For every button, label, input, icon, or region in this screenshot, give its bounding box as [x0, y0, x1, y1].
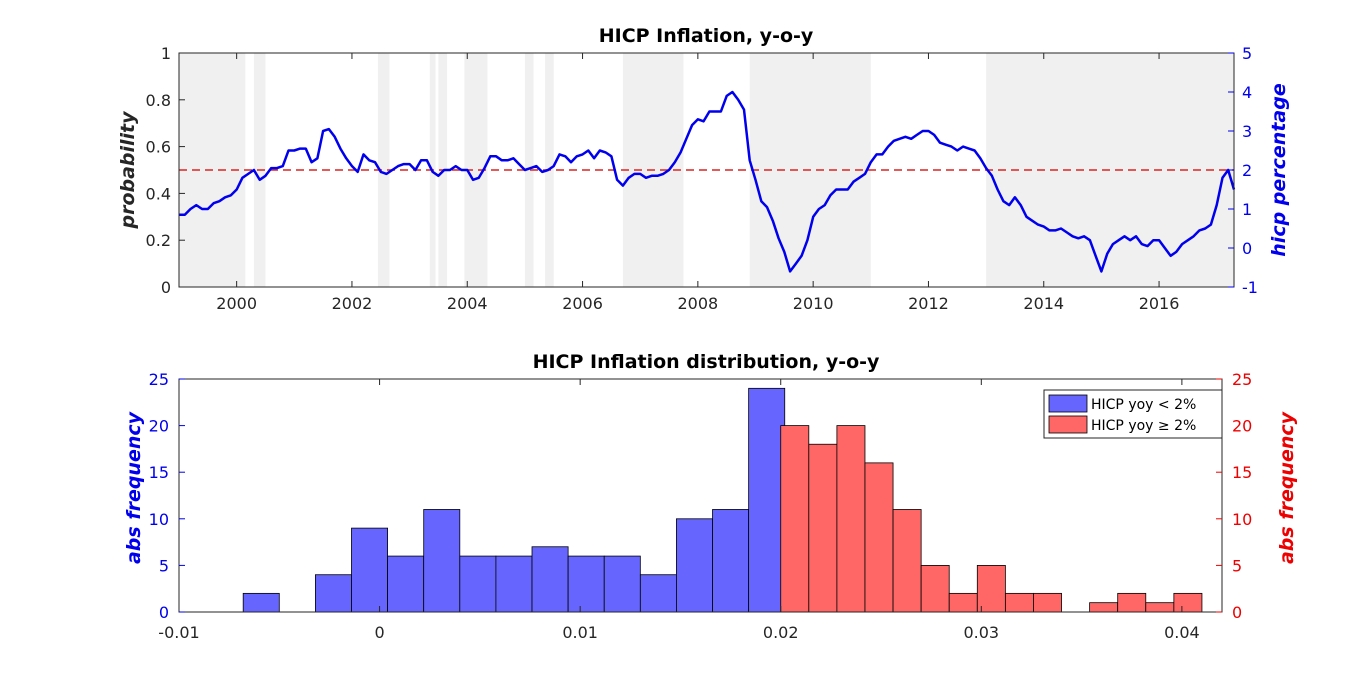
shaded-region	[464, 53, 488, 287]
bottom-axes-box	[178, 378, 1223, 613]
bar-below-2pct	[387, 555, 425, 613]
legend: HICP yoy < 2% HICP yoy ≥ 2%	[1043, 389, 1223, 439]
x-tick-label: 2000	[216, 294, 257, 313]
y-tick-label-right: 5	[1232, 556, 1242, 575]
y-tick-label-left: 0	[161, 278, 171, 297]
shaded-region	[377, 53, 390, 287]
x-tick-label: 0	[374, 623, 384, 642]
x-tick-label: 2012	[908, 294, 949, 313]
top-y-ticks-left: 0 0.2 0.4 0.6 0.8 1	[146, 44, 185, 297]
bar-below-2pct	[603, 555, 641, 613]
y-tick-label-right: 0	[1232, 603, 1242, 622]
bar-below-2pct	[676, 518, 713, 613]
y-tick-label-right: 4	[1242, 83, 1252, 102]
y-tick-label-left: 1	[161, 44, 171, 63]
y-tick-label-left: 20	[149, 417, 169, 436]
top-chart: 2000 2002 2004 2006 2008 2010 2012 2014 2016 00.…	[117, 25, 1290, 313]
top-chart-title: HICP Inflation, y-o-y	[599, 25, 814, 47]
bar-above-2pct	[920, 565, 950, 613]
y-tick-label-left: 10	[149, 510, 169, 529]
bottom-y-label-left: abs frequency	[123, 410, 145, 564]
bar-below-2pct	[748, 387, 786, 613]
y-tick-label-right: 1	[1242, 200, 1252, 219]
y-tick-label-right: 3	[1242, 122, 1252, 141]
y-tick-label-right: 25	[1232, 370, 1252, 389]
histogram-bars	[242, 387, 1203, 613]
y-tick-label-left: 15	[149, 463, 169, 482]
x-tick-label: 0.01	[562, 623, 598, 642]
bar-below-2pct	[423, 509, 461, 613]
bar-above-2pct	[780, 425, 810, 613]
y-tick-label-right: 5	[1242, 44, 1252, 63]
bar-above-2pct	[1145, 602, 1175, 613]
y-tick-label-right: 10	[1232, 510, 1252, 529]
shaded-region	[524, 53, 534, 287]
y-tick-label-left: 0	[159, 603, 169, 622]
y-tick-label-right: 2	[1242, 161, 1252, 180]
x-tick-label: 0.04	[1164, 623, 1200, 642]
bar-above-2pct	[948, 592, 978, 613]
top-x-ticks: 2000 2002 2004 2006 2008 2010 2012 2014 2016	[216, 53, 1179, 313]
y-tick-label-left: 0.6	[146, 138, 171, 157]
y-tick-label-left: 0.2	[146, 231, 171, 250]
bottom-y-label-right: abs frequency	[1276, 410, 1298, 564]
legend-label-below: HICP yoy < 2%	[1091, 397, 1196, 413]
x-tick-label: 2010	[793, 294, 834, 313]
bar-above-2pct	[976, 565, 1006, 613]
top-y-label-left: probability	[117, 110, 139, 230]
x-tick-label: 2016	[1139, 294, 1180, 313]
x-tick-label: 2002	[332, 294, 373, 313]
bar-above-2pct	[1117, 592, 1147, 613]
y-tick-label-left: 0.4	[146, 184, 171, 203]
y-tick-label-left: 5	[159, 556, 169, 575]
bar-below-2pct	[314, 574, 352, 613]
bar-below-2pct	[531, 546, 569, 613]
bar-above-2pct	[892, 509, 922, 613]
bar-below-2pct	[495, 555, 533, 613]
x-tick-label: 2014	[1023, 294, 1064, 313]
bar-above-2pct	[864, 462, 894, 613]
top-y-ticks-right: -1 0 1 2 3 4 5	[1228, 44, 1258, 297]
y-tick-label-right: -1	[1242, 278, 1258, 297]
bar-above-2pct	[836, 425, 866, 613]
bar-above-2pct	[808, 443, 838, 613]
y-tick-label-left: 25	[149, 370, 169, 389]
bar-below-2pct	[712, 509, 750, 613]
x-tick-label: 0.02	[763, 623, 799, 642]
x-tick-label: 2008	[677, 294, 718, 313]
x-tick-label: 2004	[447, 294, 488, 313]
bar-below-2pct	[242, 592, 280, 613]
bar-above-2pct	[1173, 592, 1203, 613]
bottom-x-ticks: -0.01 0 0.01 0.02 0.03 0.04	[158, 379, 1200, 642]
y-tick-label-right: 20	[1232, 417, 1252, 436]
hicp-line	[179, 90, 1236, 273]
bar-below-2pct	[351, 527, 389, 613]
bar-below-2pct	[567, 555, 605, 613]
legend-swatch-above	[1048, 415, 1088, 434]
bar-below-2pct	[459, 555, 497, 613]
bottom-y-ticks-left: 0 5 10 15 20 25	[149, 370, 185, 622]
legend-swatch-below	[1048, 394, 1088, 413]
legend-label-above: HICP yoy ≥ 2%	[1091, 418, 1196, 434]
y-tick-label-right: 0	[1242, 239, 1252, 258]
x-tick-label: -0.01	[158, 623, 199, 642]
y-tick-label-right: 15	[1232, 463, 1252, 482]
x-tick-label: 0.03	[963, 623, 999, 642]
top-y-label-right: hicp percentage	[1268, 83, 1290, 257]
bar-above-2pct	[1089, 602, 1119, 613]
y-tick-label-left: 0.8	[146, 91, 171, 110]
bottom-chart-title: HICP Inflation distribution, y-o-y	[533, 351, 880, 373]
bar-above-2pct	[1004, 592, 1034, 613]
x-tick-label: 2006	[562, 294, 603, 313]
bar-above-2pct	[1033, 592, 1062, 613]
bar-below-2pct	[639, 574, 677, 613]
